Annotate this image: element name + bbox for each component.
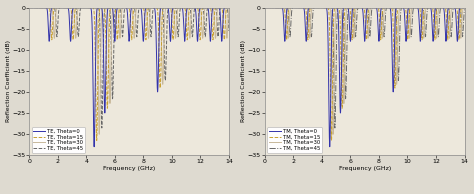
TM, Theta=0	[462, 6, 467, 9]
Line: TM, Theta=0: TM, Theta=0	[265, 8, 465, 147]
TM, Theta=45	[262, 6, 268, 9]
TE, Theta=15	[222, 29, 228, 32]
TE, Theta=0	[112, 38, 118, 41]
TE, Theta=45	[226, 30, 232, 32]
Line: TE, Theta=45: TE, Theta=45	[29, 8, 229, 128]
TE, Theta=15	[201, 6, 206, 9]
Line: TM, Theta=15: TM, Theta=15	[265, 8, 465, 140]
TE, Theta=30	[222, 9, 228, 12]
TE, Theta=45	[61, 6, 67, 9]
TM, Theta=30	[338, 12, 344, 14]
TE, Theta=0	[91, 146, 97, 148]
TE, Theta=0	[222, 6, 228, 9]
TE, Theta=15	[103, 38, 109, 40]
TM, Theta=15	[262, 6, 268, 9]
TM, Theta=45	[347, 6, 353, 9]
TM, Theta=45	[285, 7, 291, 10]
TE, Theta=15	[61, 6, 67, 9]
TM, Theta=15	[285, 21, 291, 23]
TM, Theta=0	[338, 68, 344, 70]
TM, Theta=30	[458, 37, 464, 39]
TM, Theta=0	[436, 6, 442, 9]
TE, Theta=0	[103, 68, 109, 70]
TE, Theta=30	[49, 7, 55, 10]
TM, Theta=45	[338, 6, 344, 9]
TM, Theta=0	[458, 6, 464, 9]
Legend: TM, Theta=0, TM, Theta=15, TM, Theta=30, TM, Theta=45: TM, Theta=0, TM, Theta=15, TM, Theta=30,…	[267, 127, 322, 152]
TE, Theta=15	[94, 139, 100, 142]
TM, Theta=15	[297, 6, 302, 9]
TM, Theta=15	[436, 6, 442, 9]
TE, Theta=45	[49, 6, 55, 9]
TE, Theta=0	[27, 6, 32, 9]
TM, Theta=30	[297, 6, 302, 9]
TE, Theta=30	[112, 6, 118, 9]
TE, Theta=15	[226, 6, 232, 9]
Legend: TE, Theta=0, TE, Theta=15, TE, Theta=30, TE, Theta=45: TE, Theta=0, TE, Theta=15, TE, Theta=30,…	[32, 127, 85, 152]
TM, Theta=0	[347, 38, 353, 41]
TE, Theta=45	[103, 6, 109, 9]
TE, Theta=45	[99, 127, 105, 129]
TE, Theta=0	[226, 6, 232, 9]
TE, Theta=15	[49, 37, 55, 40]
TM, Theta=0	[285, 7, 291, 9]
TM, Theta=30	[330, 133, 336, 135]
TM, Theta=15	[458, 13, 464, 15]
TM, Theta=15	[328, 139, 334, 142]
Line: TM, Theta=30: TM, Theta=30	[265, 8, 465, 134]
TM, Theta=30	[462, 6, 467, 9]
TE, Theta=45	[201, 10, 206, 13]
TE, Theta=0	[49, 7, 55, 9]
TM, Theta=0	[327, 146, 333, 148]
TE, Theta=45	[222, 6, 228, 9]
TM, Theta=45	[436, 24, 442, 26]
Y-axis label: Reflection Coefficient (dB): Reflection Coefficient (dB)	[6, 40, 10, 122]
TM, Theta=15	[338, 87, 344, 89]
TE, Theta=15	[27, 6, 32, 9]
TE, Theta=15	[112, 7, 118, 9]
TM, Theta=45	[462, 8, 467, 11]
TE, Theta=30	[61, 6, 67, 9]
Y-axis label: Reflection Coefficient (dB): Reflection Coefficient (dB)	[241, 40, 246, 122]
TE, Theta=45	[112, 19, 118, 21]
TM, Theta=45	[458, 9, 464, 11]
TE, Theta=30	[103, 6, 109, 9]
TM, Theta=30	[436, 7, 442, 9]
TE, Theta=30	[201, 25, 206, 27]
TM, Theta=15	[462, 6, 467, 9]
TM, Theta=45	[297, 6, 302, 9]
X-axis label: Frequency (GHz): Frequency (GHz)	[338, 166, 391, 171]
TM, Theta=30	[262, 6, 268, 9]
TE, Theta=0	[201, 6, 206, 9]
Line: TM, Theta=45: TM, Theta=45	[265, 8, 465, 128]
TE, Theta=45	[27, 6, 32, 9]
TM, Theta=30	[347, 6, 353, 9]
TE, Theta=30	[96, 133, 102, 135]
X-axis label: Frequency (GHz): Frequency (GHz)	[103, 166, 155, 171]
Line: TE, Theta=15: TE, Theta=15	[29, 8, 229, 140]
TM, Theta=30	[285, 30, 291, 32]
Line: TE, Theta=0: TE, Theta=0	[29, 8, 229, 147]
TM, Theta=0	[262, 6, 268, 9]
TM, Theta=15	[347, 9, 353, 11]
TM, Theta=0	[297, 6, 302, 9]
Line: TE, Theta=30: TE, Theta=30	[29, 8, 229, 134]
TM, Theta=45	[332, 127, 338, 129]
TE, Theta=30	[27, 6, 32, 9]
TE, Theta=0	[61, 6, 67, 9]
TE, Theta=30	[226, 8, 232, 11]
